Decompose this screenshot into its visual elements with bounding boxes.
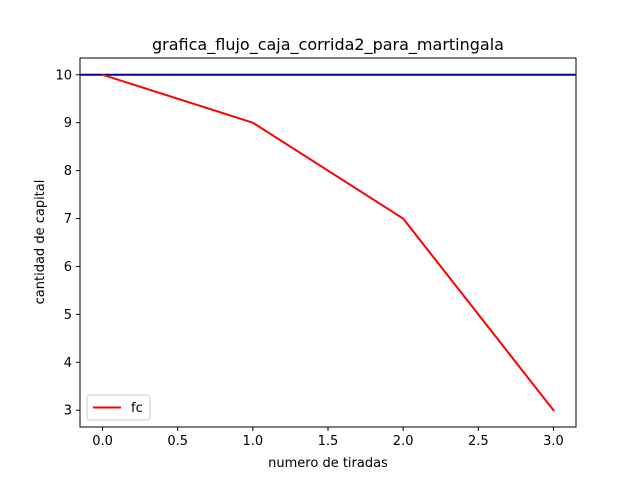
x-tick-label: 1.0 bbox=[243, 434, 264, 449]
x-tick-label: 0.0 bbox=[92, 434, 113, 449]
legend-label: fc bbox=[131, 401, 143, 416]
x-tick-label: 2.0 bbox=[393, 434, 414, 449]
x-axis-ticks: 0.0 0.5 1.0 1.5 2.0 2.5 3.0 bbox=[92, 427, 564, 449]
y-tick-label: 3 bbox=[64, 404, 72, 419]
x-axis-label: numero de tiradas bbox=[268, 456, 388, 471]
y-tick-label: 6 bbox=[64, 260, 72, 275]
y-tick-label: 4 bbox=[64, 356, 72, 371]
x-tick-label: 1.5 bbox=[318, 434, 339, 449]
legend: fc bbox=[86, 394, 151, 421]
series-line-fc bbox=[101, 73, 555, 412]
x-tick-label: 2.5 bbox=[468, 434, 489, 449]
y-tick-label: 7 bbox=[64, 212, 72, 227]
y-tick-label: 9 bbox=[64, 116, 72, 131]
chart-title: grafica_flujo_caja_corrida2_para_marting… bbox=[152, 35, 504, 55]
y-axis-ticks: 3 4 5 6 7 8 9 10 bbox=[55, 68, 80, 419]
y-tick-label: 5 bbox=[64, 308, 72, 323]
y-tick-label: 10 bbox=[55, 68, 72, 83]
y-tick-label: 8 bbox=[64, 164, 72, 179]
x-tick-label: 0.5 bbox=[167, 434, 188, 449]
x-tick-label: 3.0 bbox=[543, 434, 564, 449]
y-axis-label: cantidad de capital bbox=[33, 180, 48, 305]
